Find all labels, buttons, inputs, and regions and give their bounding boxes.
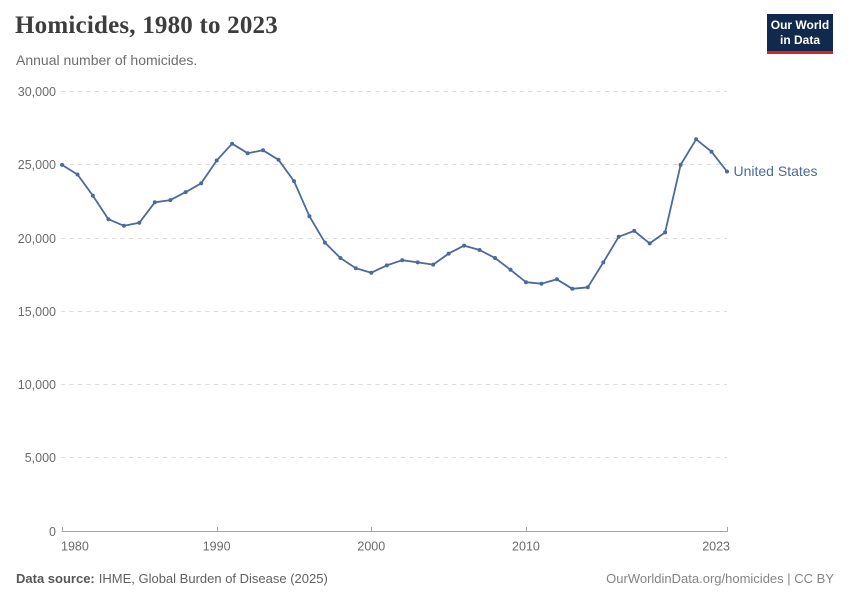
logo-line-1: Our World <box>770 18 830 32</box>
svg-text:2023: 2023 <box>702 540 730 554</box>
data-points <box>60 137 729 291</box>
chart-footer: Data source: IHME, Global Burden of Disea… <box>16 571 834 586</box>
svg-text:2000: 2000 <box>357 540 385 554</box>
owid-logo: Our World in Data <box>767 14 833 54</box>
series-end-label: United States <box>734 163 818 179</box>
y-gridlines <box>61 91 727 458</box>
svg-text:30,000: 30,000 <box>18 85 56 99</box>
logo-line-2: in Data <box>779 33 820 47</box>
data-source: Data source: IHME, Global Burden of Disea… <box>16 571 328 586</box>
data-source-label: Data source: <box>16 571 95 586</box>
svg-text:10,000: 10,000 <box>18 378 56 392</box>
x-axis-labels: 1980 1990 2000 2010 2023 <box>61 540 730 554</box>
svg-text:1990: 1990 <box>203 540 231 554</box>
svg-text:2010: 2010 <box>512 540 540 554</box>
data-line-united-states <box>61 138 728 290</box>
svg-text:0: 0 <box>49 525 56 539</box>
svg-text:25,000: 25,000 <box>18 158 56 172</box>
svg-text:1980: 1980 <box>61 540 89 554</box>
credit-line: OurWorldinData.org/homicides | CC BY <box>606 571 834 586</box>
svg-text:5,000: 5,000 <box>25 451 56 465</box>
y-axis-labels: 0 5,000 10,000 15,000 20,000 25,000 30,000 <box>18 85 56 539</box>
page-title: Homicides, 1980 to 2023 <box>15 12 278 39</box>
svg-text:15,000: 15,000 <box>18 305 56 319</box>
svg-text:20,000: 20,000 <box>18 232 56 246</box>
chart-subtitle: Annual number of homicides. <box>16 52 198 68</box>
data-source-value: IHME, Global Burden of Disease (2025) <box>98 571 328 586</box>
x-axis <box>61 527 728 532</box>
